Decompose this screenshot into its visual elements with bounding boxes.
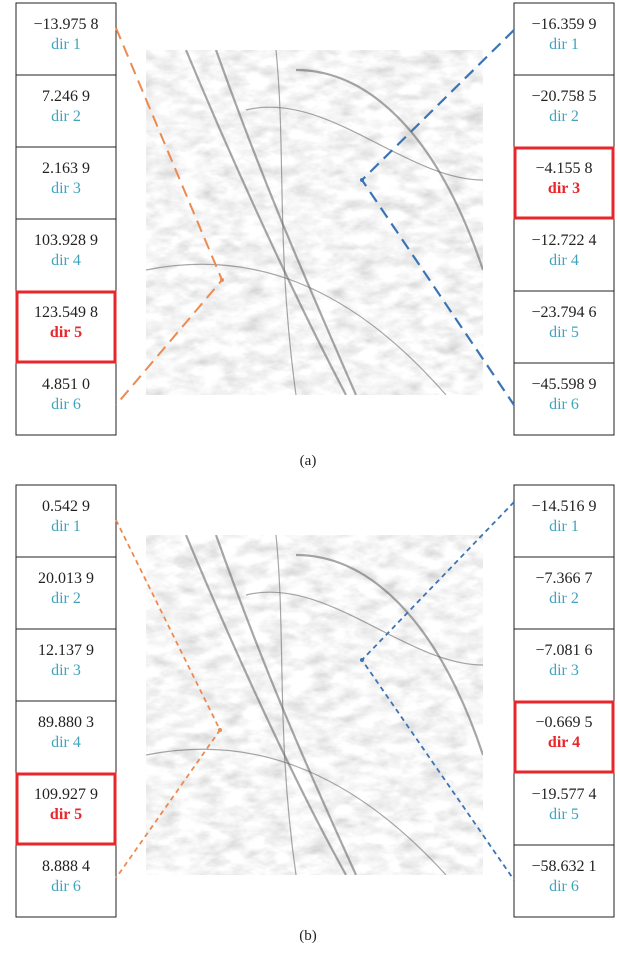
value-text: 8.888 4 — [42, 858, 90, 875]
direction-label: dir 3 — [51, 180, 81, 197]
crease — [146, 263, 447, 395]
value-text: −7.081 6 — [535, 642, 592, 659]
value-text: −45.598 9 — [531, 376, 596, 393]
value-text: −0.669 5 — [535, 714, 592, 731]
value-box — [15, 74, 117, 148]
direction-label: dir 5 — [50, 806, 82, 823]
crease — [146, 748, 447, 875]
value-text: −16.359 9 — [531, 16, 596, 33]
panel: −13.975 8 dir 1 7.246 9 dir 2 2.163 9 dir 3 10… — [15, 2, 615, 469]
value-box — [513, 2, 615, 76]
value-box — [15, 700, 117, 774]
direction-label: dir 6 — [549, 396, 579, 413]
value-text: −14.516 9 — [531, 498, 596, 515]
value-text: 0.542 9 — [42, 498, 90, 515]
direction-label: dir 2 — [549, 590, 579, 607]
value-text: −13.975 8 — [33, 16, 98, 33]
left-point — [220, 278, 224, 282]
crease — [184, 50, 347, 395]
palm-creases — [146, 50, 483, 395]
value-text: 109.927 9 — [34, 786, 98, 803]
direction-label: dir 3 — [549, 662, 579, 679]
value-text: 2.163 9 — [42, 160, 90, 177]
panel-caption: (a) — [300, 453, 317, 469]
crease — [245, 106, 483, 181]
direction-label: dir 2 — [549, 108, 579, 125]
crease — [275, 50, 297, 395]
value-box — [513, 290, 615, 364]
value-box — [15, 146, 117, 220]
palm-creases — [146, 535, 483, 875]
direction-label: dir 2 — [51, 108, 81, 125]
value-box — [513, 844, 615, 918]
value-text: 12.137 9 — [38, 642, 94, 659]
value-box — [15, 362, 117, 436]
direction-label: dir 5 — [50, 324, 82, 341]
value-text: 123.549 8 — [34, 304, 98, 321]
direction-label: dir 3 — [51, 662, 81, 679]
value-text: 103.928 9 — [34, 232, 98, 249]
value-text: −7.366 7 — [535, 570, 592, 587]
left-point — [218, 728, 222, 732]
palm-image — [146, 50, 483, 395]
value-box — [15, 484, 117, 558]
crease — [214, 50, 358, 395]
palm-image — [146, 535, 483, 875]
value-text: −19.577 4 — [531, 786, 596, 803]
value-box — [513, 484, 615, 558]
direction-label: dir 5 — [549, 324, 579, 341]
value-text: 89.880 3 — [38, 714, 94, 731]
direction-label: dir 2 — [51, 590, 81, 607]
panel: 0.542 9 dir 1 20.013 9 dir 2 12.137 9 dir 3 89… — [15, 484, 615, 944]
direction-label: dir 4 — [548, 734, 580, 751]
direction-label: dir 4 — [51, 734, 81, 751]
value-box — [15, 844, 117, 918]
direction-label: dir 4 — [51, 252, 81, 269]
value-box — [15, 556, 117, 630]
value-text: 20.013 9 — [38, 570, 94, 587]
direction-label: dir 5 — [549, 806, 579, 823]
value-text: −12.722 4 — [531, 232, 596, 249]
crease — [214, 535, 358, 875]
direction-label: dir 1 — [549, 36, 579, 53]
value-text: 4.851 0 — [42, 376, 90, 393]
value-box — [15, 218, 117, 292]
value-text: −20.758 5 — [531, 88, 596, 105]
crease — [275, 535, 297, 875]
value-box — [513, 362, 615, 436]
value-text: −58.632 1 — [531, 858, 596, 875]
crease — [295, 553, 483, 756]
right-point — [360, 178, 364, 182]
value-text: 7.246 9 — [42, 88, 90, 105]
direction-label: dir 6 — [549, 878, 579, 895]
value-box — [513, 556, 615, 630]
direction-label: dir 1 — [549, 518, 579, 535]
direction-label: dir 3 — [548, 180, 580, 197]
value-text: −23.794 6 — [531, 304, 596, 321]
direction-label: dir 1 — [51, 518, 81, 535]
highlight-box — [15, 290, 117, 364]
crease — [184, 535, 347, 875]
direction-label: dir 6 — [51, 396, 81, 413]
highlight-box — [513, 700, 615, 774]
value-box — [15, 290, 117, 364]
value-text: −4.155 8 — [535, 160, 592, 177]
panel-caption: (b) — [299, 928, 317, 944]
value-box — [513, 74, 615, 148]
highlight-box — [513, 146, 615, 220]
crease — [245, 591, 483, 666]
value-box — [513, 628, 615, 702]
highlight-box — [15, 772, 117, 846]
direction-label: dir 4 — [549, 252, 579, 269]
direction-label: dir 1 — [51, 36, 81, 53]
right-point — [360, 658, 364, 662]
crease — [295, 68, 483, 271]
direction-label: dir 6 — [51, 878, 81, 895]
